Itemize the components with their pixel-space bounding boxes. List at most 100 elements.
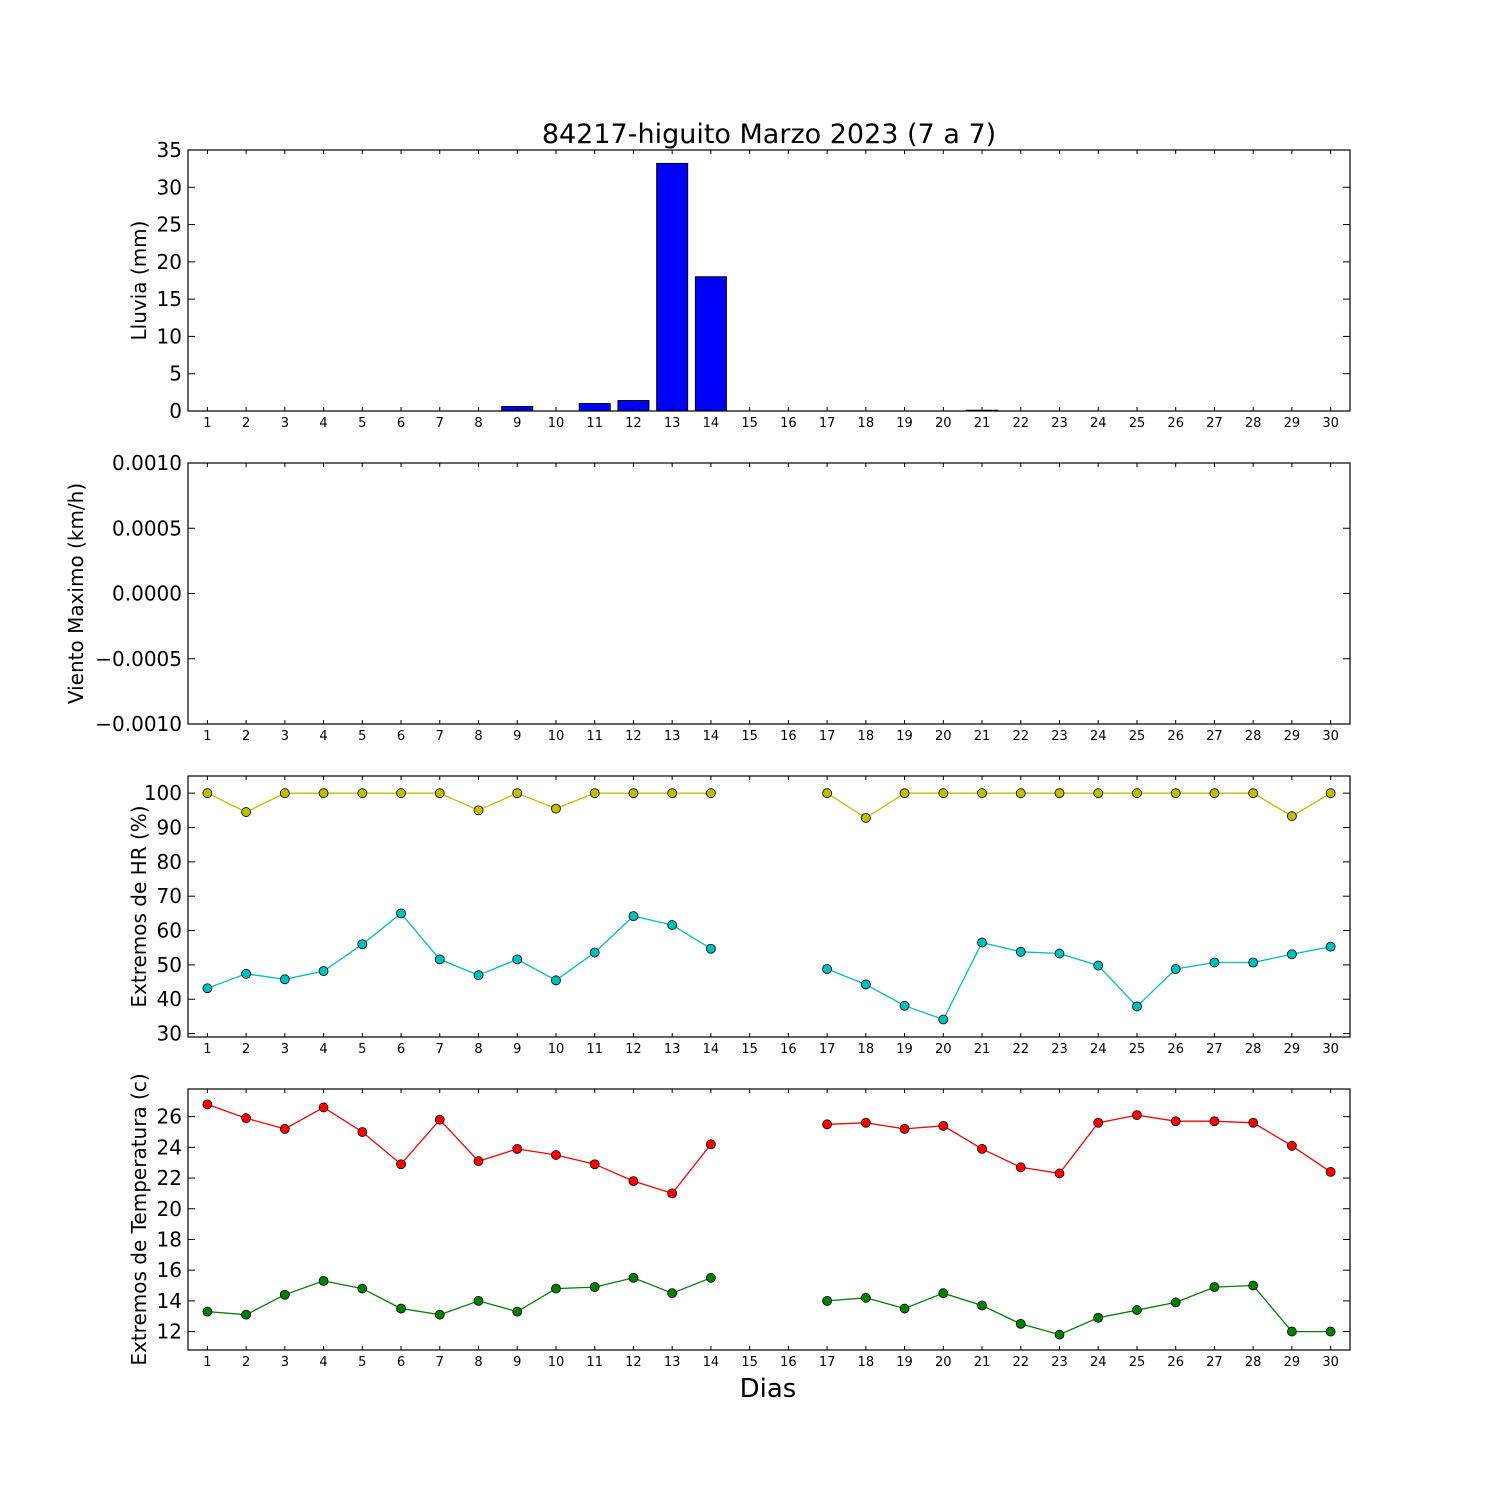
series-2-point-day-1	[202, 983, 213, 994]
x-tick-label-3: 3	[281, 1355, 289, 1370]
series-2-point-day-14	[706, 1272, 716, 1283]
x-tick-label-20: 20	[935, 1042, 952, 1057]
series-1-point-day-24	[1093, 1117, 1104, 1128]
series-1-point-day-21	[977, 1143, 987, 1154]
series-1-point-day-14	[706, 788, 716, 799]
x-tick-label-17: 17	[819, 1042, 836, 1057]
series-2-point-day-13	[667, 1288, 678, 1299]
series-2-point-day-22	[1015, 1319, 1026, 1329]
series-1-point-day-1	[202, 788, 213, 799]
x-tick-label-9: 9	[513, 729, 521, 744]
x-tick-label-27: 27	[1206, 729, 1223, 744]
series-1-point-day-29	[1287, 1140, 1297, 1151]
series-2-point-day-14	[706, 943, 716, 954]
series-1-point-day-18	[860, 812, 871, 823]
series-2-point-day-3	[279, 1289, 290, 1300]
series-2-point-day-12	[628, 911, 639, 922]
x-tick-label-7: 7	[436, 416, 444, 431]
x-tick-label-28: 28	[1245, 416, 1262, 431]
x-tick-label-13: 13	[664, 416, 681, 431]
x-tick-label-4: 4	[319, 1042, 327, 1057]
x-tick-label-7: 7	[436, 1355, 444, 1370]
panel-4: 1 2 3 4 5 6 7 8 9 10 11 12 13 14 15 16 17 18 19 20 21 22 23 24 2…	[127, 1073, 1351, 1370]
series-1-point-day-27	[1209, 1116, 1220, 1127]
x-tick-label-15: 15	[741, 416, 758, 431]
y-tick-label: 0.0000	[112, 582, 182, 606]
series-2-point-day-18	[860, 979, 871, 990]
series-2-point-day-23	[1054, 948, 1065, 959]
x-tick-label-1: 1	[203, 416, 211, 431]
series-2-line-1	[207, 912, 712, 989]
y-tick-label: 0	[169, 399, 182, 423]
series-2-point-day-28	[1248, 957, 1259, 968]
series-2-point-day-9	[512, 954, 523, 965]
x-tick-label-23: 23	[1051, 1355, 1068, 1370]
x-tick-label-16: 16	[780, 729, 797, 744]
x-tick-label-23: 23	[1051, 729, 1068, 744]
x-tick-label-24: 24	[1090, 1042, 1107, 1057]
x-tick-label-2: 2	[242, 416, 250, 431]
series-2-line-1	[207, 1277, 712, 1316]
x-tick-label-17: 17	[819, 416, 836, 431]
x-tick-label-15: 15	[741, 729, 758, 744]
x-tick-label-18: 18	[858, 1042, 875, 1057]
series-1-point-day-26	[1170, 1116, 1181, 1127]
x-tick-label-10: 10	[548, 416, 565, 431]
x-tick-label-21: 21	[974, 1355, 991, 1370]
series-1-point-day-12	[628, 1176, 639, 1187]
x-tick-label-9: 9	[513, 1355, 521, 1370]
series-2-point-day-19	[899, 1303, 910, 1314]
x-tick-label-22: 22	[1012, 416, 1029, 431]
x-tick-label-24: 24	[1090, 416, 1107, 431]
x-tick-label-11: 11	[586, 416, 603, 431]
x-tick-label-19: 19	[896, 1042, 913, 1057]
x-tick-label-5: 5	[358, 1355, 366, 1370]
y-axis-label: Viento Maximo (km/h)	[64, 483, 88, 704]
x-tick-label-11: 11	[586, 729, 603, 744]
x-tick-label-7: 7	[436, 1042, 444, 1057]
series-2-point-day-17	[822, 964, 832, 974]
series-1-point-day-22	[1015, 1162, 1026, 1173]
series-2-point-day-28	[1248, 1280, 1259, 1291]
x-tick-label-18: 18	[858, 416, 875, 431]
x-tick-label-10: 10	[548, 1042, 565, 1057]
y-tick-label: 70	[157, 884, 182, 908]
x-tick-label-6: 6	[397, 1355, 405, 1370]
series-1-point-day-6	[396, 788, 406, 799]
x-tick-label-16: 16	[780, 1355, 797, 1370]
series-2-point-day-29	[1287, 1326, 1297, 1337]
series-1-point-day-25	[1132, 1110, 1142, 1120]
y-tick-label: 20	[157, 1197, 182, 1221]
x-tick-label-30: 30	[1322, 1355, 1339, 1370]
x-tick-label-13: 13	[664, 1042, 681, 1057]
y-tick-label: 18	[157, 1227, 182, 1251]
y-tick-label: 14	[157, 1289, 182, 1313]
x-tick-label-24: 24	[1090, 1355, 1107, 1370]
x-tick-label-25: 25	[1129, 729, 1146, 744]
series-1-point-day-30	[1325, 788, 1336, 799]
x-tick-label-4: 4	[319, 1355, 327, 1370]
series-2-point-day-17	[822, 1295, 832, 1306]
series-1-point-day-21	[977, 788, 987, 799]
series-2-point-day-7	[434, 954, 445, 965]
series-2-point-day-24	[1093, 960, 1104, 971]
y-tick-label: 16	[157, 1258, 182, 1282]
x-tick-label-8: 8	[474, 416, 482, 431]
series-2-point-day-9	[512, 1306, 523, 1317]
series-2-point-day-22	[1015, 946, 1026, 957]
series-2-point-day-5	[357, 939, 368, 950]
x-tick-label-3: 3	[281, 729, 289, 744]
panel-2: 1 2 3 4 5 6 7 8 9 10 11 12 13 14 15 16 17 18 19 20 21 22 23 24 2…	[64, 451, 1351, 744]
x-tick-label-3: 3	[281, 416, 289, 431]
x-tick-label-6: 6	[397, 1042, 405, 1057]
series-1-point-day-28	[1248, 1117, 1259, 1128]
x-tick-label-20: 20	[935, 416, 952, 431]
series-2-point-day-29	[1287, 949, 1297, 960]
x-tick-label-16: 16	[780, 416, 797, 431]
y-tick-label: 26	[157, 1105, 182, 1129]
y-axis-label: Extremos de Temperatura (c)	[127, 1073, 151, 1365]
x-tick-label-10: 10	[548, 1355, 565, 1370]
x-tick-label-29: 29	[1284, 729, 1301, 744]
series-1-point-day-13	[667, 1188, 678, 1199]
